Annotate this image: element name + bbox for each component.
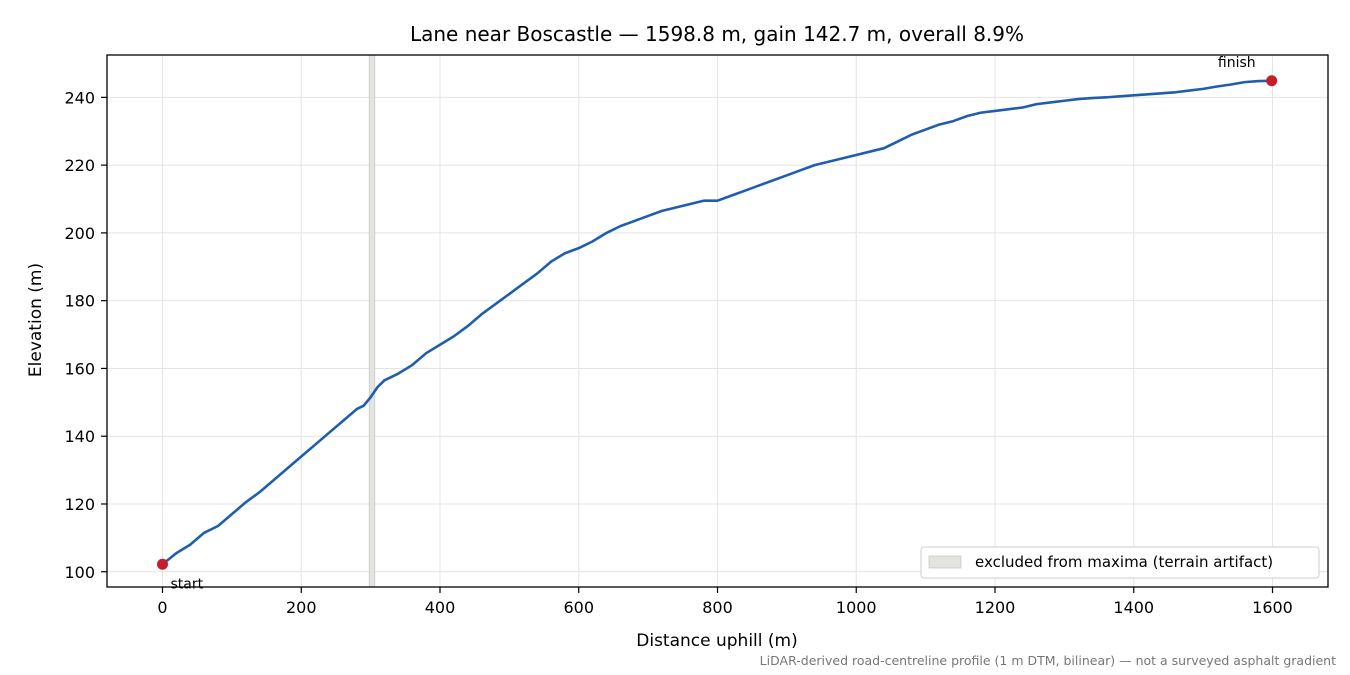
y-tick-label: 180 [64, 292, 95, 311]
y-tick-label: 240 [64, 88, 95, 107]
endpoint-markers: start finish [157, 55, 1278, 592]
endpoint-marker-start [157, 558, 168, 570]
x-tick-label: 1000 [836, 598, 877, 617]
legend-box [920, 546, 1320, 579]
legend-label-excluded: excluded from maxima (terrain artifact) [975, 553, 1273, 571]
x-tick-label: 1400 [1113, 598, 1154, 617]
y-tick-label: 220 [64, 156, 95, 175]
axis-ticks: 0 200 400 600 800 1000 1200 1400 1600 100 120 140 16… [64, 88, 1292, 617]
legend-swatch-excluded [928, 555, 962, 569]
endpoint-label-start: start [171, 576, 204, 592]
footnote: LiDAR-derived road-centreline profile (1… [760, 653, 1336, 668]
grid [107, 55, 1328, 587]
endpoint-marker-finish [1266, 75, 1278, 87]
y-tick-label: 100 [64, 563, 95, 582]
series-layer [161, 79, 1273, 566]
x-axis-label: Distance uphill (m) [636, 631, 797, 651]
x-tick-label: 400 [425, 598, 456, 617]
endpoint-label-finish: finish [1218, 55, 1256, 71]
legend: excluded from maxima (terrain artifact) [920, 546, 1320, 579]
excluded-band-layer [368, 54, 376, 588]
y-tick-label: 160 [64, 359, 95, 378]
elevation-series-line [161, 79, 1273, 566]
y-tick-label: 140 [64, 427, 95, 446]
x-tick-label: 800 [702, 598, 733, 617]
chart-title: Lane near Boscastle — 1598.8 m, gain 142… [410, 22, 1024, 46]
x-tick-label: 600 [563, 598, 594, 617]
x-tick-label: 1600 [1252, 598, 1293, 617]
x-tick-label: 1200 [975, 598, 1016, 617]
y-tick-label: 120 [64, 495, 95, 514]
y-axis-label: Elevation (m) [26, 263, 46, 377]
x-tick-label: 0 [157, 598, 167, 617]
x-tick-label: 200 [286, 598, 317, 617]
y-tick-label: 200 [64, 224, 95, 243]
excluded-band [368, 54, 376, 588]
